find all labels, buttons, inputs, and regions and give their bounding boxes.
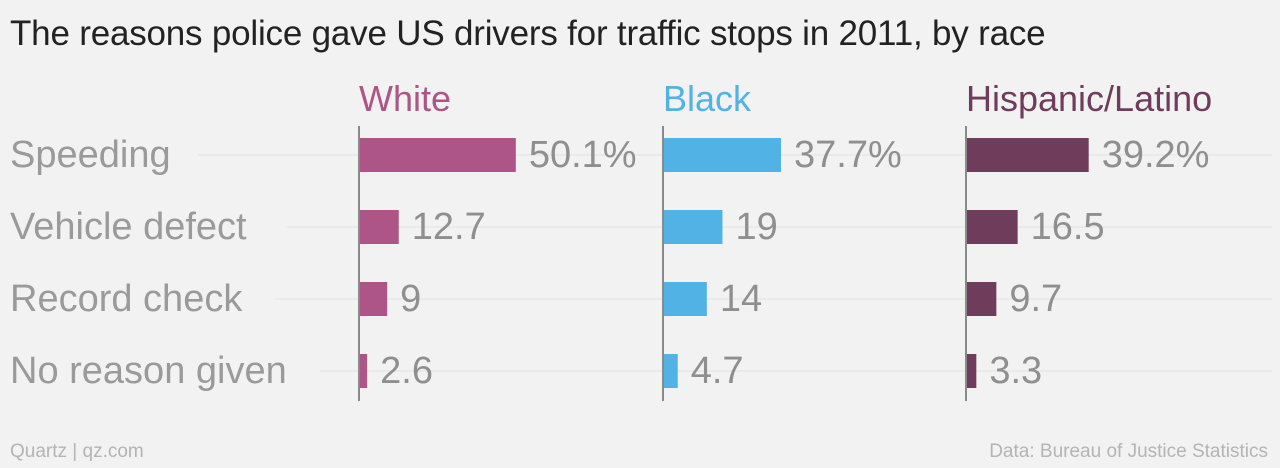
category-label: Speeding xyxy=(10,134,171,176)
category-label: Record check xyxy=(10,278,243,320)
data-label: 3.3 xyxy=(989,350,1042,392)
bar xyxy=(663,138,782,172)
bar xyxy=(966,210,1018,244)
data-label: 16.5 xyxy=(1031,206,1105,248)
data-label: 12.7 xyxy=(412,206,486,248)
bar xyxy=(663,354,678,388)
bar xyxy=(966,138,1089,172)
footer-source: Data: Bureau of Justice Statistics xyxy=(989,441,1268,462)
bar xyxy=(359,210,399,244)
category-label: Vehicle defect xyxy=(10,206,247,248)
chart-title: The reasons police gave US drivers for t… xyxy=(10,14,1046,53)
bar xyxy=(663,282,707,316)
data-label: 19 xyxy=(735,206,777,248)
bar xyxy=(966,354,977,388)
bar xyxy=(359,354,368,388)
bar xyxy=(966,282,997,316)
bar xyxy=(359,282,388,316)
footer-credit: Quartz | qz.com xyxy=(10,441,144,462)
category-label: No reason given xyxy=(10,350,287,392)
data-label: 2.6 xyxy=(380,350,433,392)
bar xyxy=(359,138,516,172)
series-name: White xyxy=(359,78,451,119)
data-label: 14 xyxy=(720,278,762,320)
data-label: 50.1% xyxy=(529,134,637,176)
series-name: Hispanic/Latino xyxy=(966,78,1212,119)
series-name: Black xyxy=(663,78,752,119)
data-label: 9.7 xyxy=(1009,278,1062,320)
data-label: 9 xyxy=(400,278,421,320)
bar xyxy=(663,210,723,244)
data-label: 37.7% xyxy=(794,134,902,176)
data-label: 4.7 xyxy=(691,350,744,392)
data-label: 39.2% xyxy=(1102,134,1210,176)
